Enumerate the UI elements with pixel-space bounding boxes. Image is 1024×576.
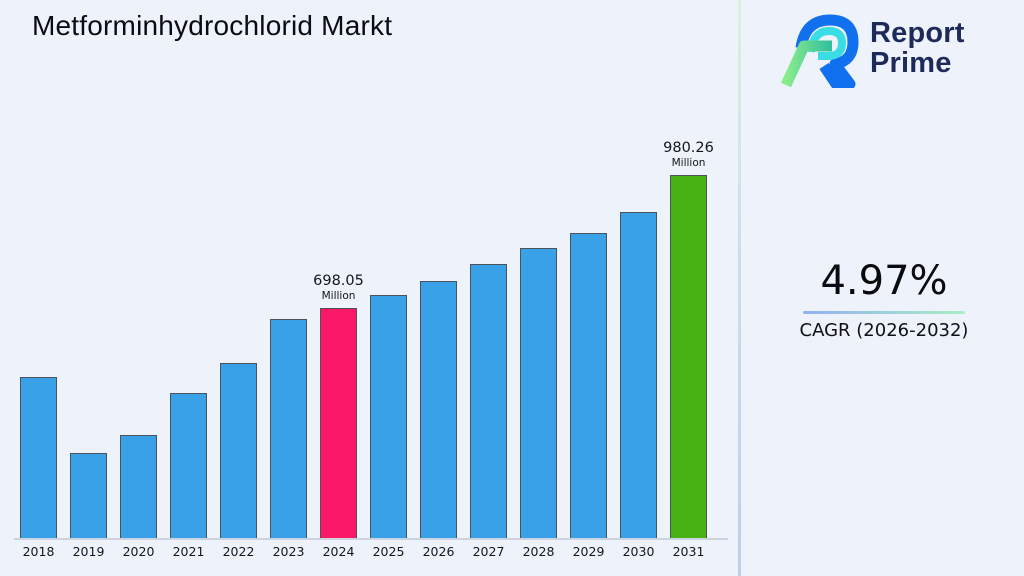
bar-2019 [70,453,107,538]
value-label-unit: Million [321,290,356,302]
value-label-2031: 980.26 Million [641,140,737,169]
logo-text-line2: Prime [870,47,952,79]
x-tick-2024: 2024 [322,544,355,559]
bar-2021 [170,393,207,538]
value-label-number: 698.05 [313,273,364,289]
x-tick-2019: 2019 [72,544,105,559]
value-label-unit: Million [671,157,706,169]
vertical-divider [738,0,741,576]
page-title: Metforminhydrochlorid Markt [32,10,393,41]
x-tick-2018: 2018 [22,544,55,559]
report-prime-logo: Report Prime [780,8,965,88]
bar-2020 [120,435,157,538]
x-tick-2026: 2026 [422,544,455,559]
x-tick-2029: 2029 [572,544,605,559]
bar-2028 [520,248,557,538]
x-tick-2028: 2028 [522,544,555,559]
bar-2025 [370,295,407,538]
bar-2018 [20,377,57,538]
bar-2027 [470,264,507,538]
x-tick-2023: 2023 [272,544,305,559]
value-label-number: 980.26 [663,140,714,156]
cagr-underline [803,311,965,314]
report-prime-logo-text: Report Prime [870,18,965,78]
bar-2030 [620,212,657,538]
report-prime-logo-icon [781,14,859,88]
bar-chart: 698.05 Million 980.26 Million [14,0,728,540]
bar-2023 [270,319,307,538]
bar-2024 [320,308,357,538]
bar-2031 [670,175,707,538]
cagr-block: 4.97% CAGR (2026-2032) [764,258,1004,341]
x-tick-2031: 2031 [672,544,705,559]
cagr-label: CAGR (2026-2032) [799,320,969,341]
cagr-value: 4.97% [820,258,948,304]
x-tick-2022: 2022 [222,544,255,559]
x-tick-2020: 2020 [122,544,155,559]
bar-2029 [570,233,607,538]
logo-text-line1: Report [870,17,965,49]
bar-2026 [420,281,457,538]
x-tick-2025: 2025 [372,544,405,559]
bar-2022 [220,363,257,538]
x-tick-2021: 2021 [172,544,205,559]
x-tick-2027: 2027 [472,544,505,559]
x-tick-2030: 2030 [622,544,655,559]
value-label-2024: 698.05 Million [291,273,387,302]
x-axis-labels: 2018 2019 2020 2021 2022 2023 2024 2025 2026 2027… [14,544,728,564]
